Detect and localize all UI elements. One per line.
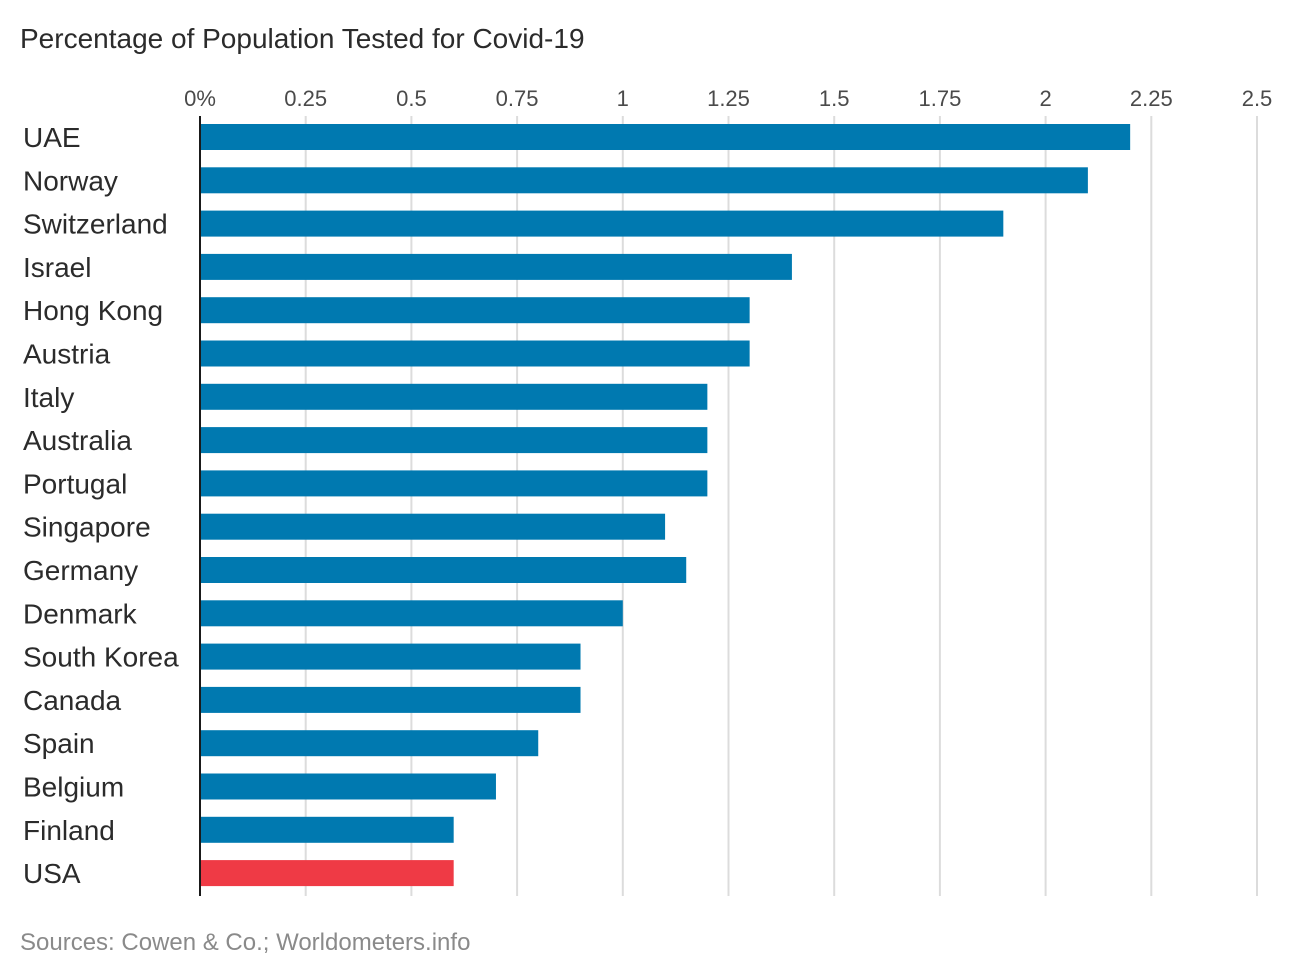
category-label: Spain	[23, 728, 95, 759]
x-tick-label: 2	[1039, 86, 1051, 111]
x-tick-label: 0.25	[284, 86, 327, 111]
bar-germany	[200, 557, 687, 583]
x-tick-label: 1	[617, 86, 629, 111]
category-label: Denmark	[23, 598, 138, 629]
category-label: Australia	[23, 425, 132, 456]
bar-spain	[200, 730, 539, 757]
x-tick-label: 0.75	[496, 86, 539, 111]
x-axis-tick-labels: 0% 0.25 0.5 0.75 1 1.25 1.5 1.75 2 2.25 2.5	[184, 86, 1272, 111]
bar-south-korea	[200, 643, 581, 670]
x-tick-label: 1.5	[819, 86, 850, 111]
bar-israel	[200, 253, 792, 280]
category-label: Switzerland	[23, 209, 168, 240]
gridlines	[304, 116, 1258, 896]
bar-belgium	[200, 773, 496, 800]
bar-italy	[200, 383, 708, 410]
category-label: Italy	[23, 382, 74, 413]
category-label: USA	[23, 858, 81, 889]
category-label: Austria	[23, 339, 111, 370]
chart-title: Percentage of Population Tested for Covi…	[20, 23, 585, 54]
bars	[200, 124, 1131, 887]
source-note: Sources: Cowen & Co.; Worldometers.info	[20, 929, 470, 956]
bar-singapore	[200, 513, 666, 540]
category-label: Hong Kong	[23, 295, 163, 326]
bar-finland	[200, 816, 454, 843]
x-tick-label: 1.75	[918, 86, 961, 111]
category-label: Singapore	[23, 512, 151, 543]
category-labels: UAE Norway Switzerland Israel Hong Kong Austr…	[23, 122, 179, 889]
bar-australia	[200, 427, 708, 454]
category-label: Belgium	[23, 772, 124, 803]
category-label: Portugal	[23, 468, 127, 499]
bar-hong-kong	[200, 297, 750, 324]
bar-usa	[200, 860, 454, 887]
category-label: Germany	[23, 555, 138, 586]
bar-switzerland	[200, 210, 1004, 237]
x-tick-label: 0%	[184, 86, 216, 111]
x-tick-label: 0.5	[396, 86, 427, 111]
bar-denmark	[200, 600, 623, 627]
bar-portugal	[200, 470, 708, 497]
x-tick-label: 1.25	[707, 86, 750, 111]
category-label: Canada	[23, 685, 122, 716]
category-label: South Korea	[23, 642, 179, 673]
category-label: Finland	[23, 815, 115, 846]
category-label: Israel	[23, 252, 91, 283]
x-tick-label: 2.5	[1242, 86, 1273, 111]
category-label: UAE	[23, 122, 81, 153]
bar-norway	[200, 167, 1088, 194]
x-tick-label: 2.25	[1130, 86, 1173, 111]
category-label: Norway	[23, 165, 118, 196]
bar-canada	[200, 686, 581, 713]
bar-uae	[200, 124, 1131, 150]
bar-austria	[200, 340, 750, 367]
